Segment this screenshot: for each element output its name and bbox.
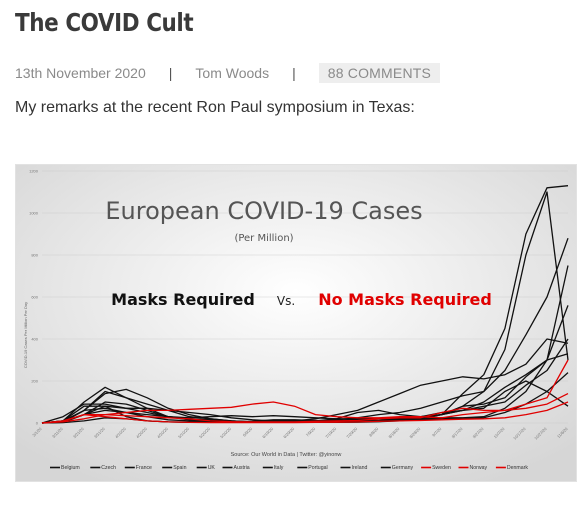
x-tick-label: 9/7/20 bbox=[431, 426, 443, 438]
y-tick-label: 800 bbox=[31, 253, 38, 258]
comments-link[interactable]: 88 COMMENTS bbox=[318, 63, 441, 83]
annotation-masks-required: Masks Required bbox=[111, 290, 255, 309]
chart-legend: Belgium Czech France Spain UK Austria Italy Por… bbox=[50, 465, 528, 471]
legend-label-belgium: Belgium bbox=[61, 465, 80, 471]
legend-label-spain: Spain bbox=[173, 465, 186, 471]
post-author-link[interactable]: Tom Woods bbox=[195, 65, 270, 81]
legend-label-italy: Italy bbox=[274, 465, 284, 471]
meta-separator: | bbox=[292, 65, 296, 81]
chart-background bbox=[16, 165, 576, 481]
x-tick-label: 8/8/20 bbox=[368, 426, 380, 438]
x-tick-label: 6/9/20 bbox=[242, 426, 254, 438]
series-line-sweden bbox=[41, 359, 569, 424]
y-tick-label: 0 bbox=[36, 421, 39, 426]
legend-label-germany: Germany bbox=[392, 465, 414, 471]
y-tick-label: 400 bbox=[31, 337, 38, 342]
chart-series bbox=[41, 185, 569, 424]
meta-separator: | bbox=[168, 65, 173, 81]
post-title: The COVID Cult bbox=[15, 8, 194, 37]
x-tick-label: 3/1/20 bbox=[31, 426, 43, 438]
annotation-vs: Vs. bbox=[277, 294, 295, 308]
series-line-denmark bbox=[41, 393, 569, 424]
legend-label-uk: UK bbox=[208, 465, 216, 471]
legend-label-norway: Norway bbox=[470, 465, 488, 471]
chart-grid bbox=[42, 170, 568, 424]
chart-source: Source: Our World in Data | Twitter: @yi… bbox=[231, 452, 342, 458]
legend-label-denmark: Denmark bbox=[507, 465, 528, 471]
chart-figure: 0 200 400 600 800 1000 1200 COVID-19 Cases Per… bbox=[15, 164, 577, 482]
legend-label-austria: Austria bbox=[234, 465, 250, 471]
post-meta: 13th November 2020 | Tom Woods | 88 COMM… bbox=[15, 63, 441, 83]
y-axis: 0 200 400 600 800 1000 1200 bbox=[29, 169, 39, 426]
y-tick-label: 1200 bbox=[29, 169, 39, 174]
chart-subtitle: (Per Million) bbox=[234, 233, 293, 244]
legend-label-ireland: Ireland bbox=[352, 465, 368, 471]
y-tick-label: 200 bbox=[31, 379, 38, 384]
x-tick-label: 7/9/20 bbox=[305, 426, 317, 438]
y-tick-label: 600 bbox=[31, 295, 38, 300]
annotation-no-masks-required: No Masks Required bbox=[318, 290, 492, 309]
y-axis-label: COVID-19 Cases Per Million Per Day bbox=[23, 302, 28, 368]
chart-title: European COVID-19 Cases bbox=[105, 197, 422, 225]
series-line-norway bbox=[41, 401, 569, 424]
y-tick-label: 1000 bbox=[29, 211, 39, 216]
legend-label-portugal: Portugal bbox=[308, 465, 327, 471]
post-intro: My remarks at the recent Ron Paul sympos… bbox=[15, 99, 415, 116]
post-date: 13th November 2020 bbox=[15, 65, 146, 81]
chart-svg: 0 200 400 600 800 1000 1200 COVID-19 Cases Per… bbox=[16, 165, 576, 481]
legend-label-czech: Czech bbox=[101, 465, 116, 471]
legend-label-france: France bbox=[136, 465, 152, 471]
legend-label-sweden: Sweden bbox=[432, 465, 451, 471]
